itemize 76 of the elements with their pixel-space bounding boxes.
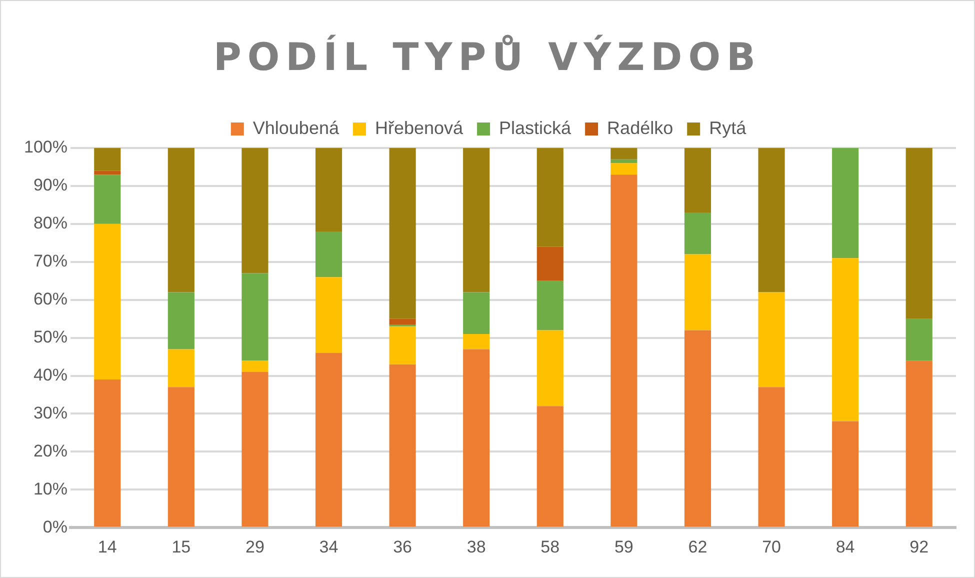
bar bbox=[906, 360, 932, 527]
legend-label: Hřebenová bbox=[374, 118, 464, 138]
y-tick-label: 100% bbox=[24, 138, 68, 157]
bar bbox=[315, 148, 342, 232]
bar bbox=[463, 349, 490, 527]
bar bbox=[94, 174, 121, 224]
legend-label: Vhloubená bbox=[252, 118, 340, 138]
x-tick-label: 14 bbox=[98, 537, 117, 556]
bar bbox=[463, 334, 490, 350]
bar bbox=[832, 148, 859, 258]
x-tick-label: 34 bbox=[319, 537, 338, 556]
bar bbox=[389, 148, 416, 319]
x-tick-label: 84 bbox=[836, 537, 855, 556]
bar bbox=[94, 224, 121, 380]
bar bbox=[906, 318, 932, 361]
bar bbox=[610, 163, 638, 175]
bar bbox=[684, 212, 712, 254]
y-tick-label: 60% bbox=[33, 290, 68, 309]
legend-label: Radélko bbox=[607, 118, 674, 138]
bar bbox=[610, 174, 638, 527]
bar bbox=[94, 170, 121, 175]
legend-label: Rytá bbox=[709, 118, 748, 138]
bar bbox=[684, 148, 712, 213]
bar bbox=[463, 148, 490, 292]
x-tick-label: 36 bbox=[393, 537, 412, 556]
bar bbox=[758, 148, 785, 292]
bar bbox=[168, 148, 194, 292]
x-tick-label: 38 bbox=[466, 537, 486, 556]
bar bbox=[463, 292, 490, 334]
bar bbox=[610, 159, 638, 164]
x-tick-label: 15 bbox=[172, 537, 191, 556]
y-tick-label: 30% bbox=[33, 403, 68, 422]
y-tick-label: 50% bbox=[33, 327, 68, 346]
bar bbox=[168, 349, 194, 388]
y-tick-label: 70% bbox=[33, 252, 68, 271]
chart-title: PODÍL TYPŮ VÝZDOB bbox=[212, 35, 762, 79]
bar bbox=[906, 148, 932, 319]
y-tick-label: 90% bbox=[33, 176, 68, 195]
x-tick-label: 59 bbox=[614, 537, 634, 556]
bar bbox=[168, 387, 194, 527]
y-tick-label: 0% bbox=[42, 517, 68, 536]
x-tick-label: 29 bbox=[246, 537, 264, 556]
bar bbox=[389, 364, 416, 527]
bar bbox=[684, 254, 712, 330]
bar bbox=[94, 148, 121, 171]
x-tick-label: 92 bbox=[910, 537, 929, 556]
bar bbox=[536, 330, 564, 406]
bar bbox=[832, 258, 859, 422]
bar bbox=[536, 280, 564, 330]
bar bbox=[94, 380, 121, 527]
bar bbox=[758, 292, 785, 388]
bar bbox=[610, 148, 638, 160]
bar bbox=[684, 330, 712, 527]
bar bbox=[536, 406, 564, 527]
bar bbox=[315, 277, 342, 353]
x-tick-label: 58 bbox=[540, 537, 560, 556]
bar bbox=[536, 246, 564, 281]
bar bbox=[389, 318, 416, 325]
bar bbox=[315, 352, 342, 527]
bar bbox=[758, 387, 785, 527]
bar bbox=[242, 273, 268, 361]
y-tick-label: 10% bbox=[33, 479, 68, 498]
y-tick-label: 20% bbox=[33, 441, 68, 460]
bar bbox=[242, 372, 268, 527]
y-tick-label: 80% bbox=[33, 214, 68, 233]
bar bbox=[168, 292, 194, 350]
bar bbox=[536, 148, 564, 247]
y-tick-label: 40% bbox=[33, 365, 68, 384]
legend-label: Plastická bbox=[499, 118, 572, 138]
x-tick-label: 70 bbox=[762, 537, 781, 556]
bar bbox=[389, 326, 416, 364]
bar bbox=[242, 148, 268, 274]
x-tick-label: 62 bbox=[688, 537, 708, 556]
bar bbox=[242, 360, 268, 372]
bar bbox=[832, 421, 859, 527]
bar bbox=[315, 232, 342, 278]
